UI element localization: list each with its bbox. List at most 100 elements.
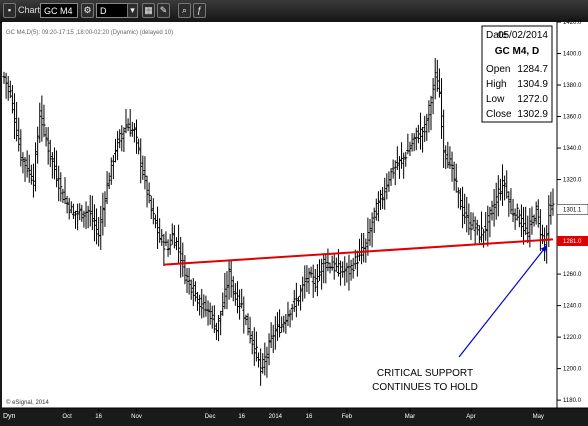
ohlc-bar — [80, 204, 84, 222]
info-title: GC M4, D — [495, 46, 539, 57]
ohlc-bar — [65, 195, 69, 214]
ohlc-bar — [164, 231, 168, 247]
ohlc-bar — [509, 188, 513, 214]
ohlc-bar — [351, 257, 355, 279]
ohlc-bar — [177, 224, 181, 264]
interval-dropdown-icon[interactable]: ▾ — [127, 3, 138, 18]
ohlc-bar — [326, 248, 330, 272]
ohlc-bar — [450, 151, 454, 182]
ohlc-bar — [339, 260, 343, 286]
ohlc-bar — [366, 217, 370, 256]
x-tick-label: Mar — [405, 414, 415, 420]
ohlc-bar — [294, 282, 298, 318]
ohlc-bar — [235, 281, 239, 314]
ohlc-bar — [511, 198, 515, 223]
ohlc-bar — [8, 80, 12, 99]
ohlc-bar — [296, 296, 300, 306]
ohlc-bar — [113, 138, 117, 163]
ohlc-bar — [494, 182, 498, 220]
settings-icon[interactable]: ▦ — [142, 3, 155, 18]
ohlc-bar — [198, 294, 202, 316]
ohlc-bar — [145, 175, 149, 208]
ohlc-bar — [267, 333, 271, 366]
last-value-box — [556, 204, 588, 215]
ohlc-bar — [313, 269, 317, 293]
symbol-input[interactable]: GC M4 — [40, 3, 78, 18]
y-tick-label: 1340.0 — [563, 146, 582, 152]
ohlc-bar — [233, 283, 237, 306]
ohlc-bar — [221, 292, 225, 316]
info-low-value: 1272.0 — [517, 94, 548, 105]
ohlc-bar — [6, 76, 10, 101]
ohlc-bar — [404, 151, 408, 167]
zoom-icon[interactable]: ⌕ — [178, 3, 191, 18]
annotation-text: CRITICAL SUPPORT CONTINUES TO HOLD — [372, 368, 478, 393]
ohlc-bar — [48, 139, 52, 168]
ohlc-bar — [496, 175, 500, 217]
ohlc-bar — [95, 208, 99, 245]
study-icon[interactable]: ƒ — [193, 3, 206, 18]
ohlc-bar — [484, 211, 488, 241]
support-trendline[interactable] — [163, 238, 554, 266]
ohlc-bar — [303, 265, 307, 299]
ohlc-bar — [109, 157, 113, 185]
ohlc-bar — [282, 315, 286, 333]
ohlc-bar — [156, 206, 160, 249]
x-tick-label: Nov — [131, 414, 142, 420]
info-close-value: 1302.9 — [517, 109, 548, 120]
ohlc-bar — [179, 236, 183, 278]
window-title: Chart — [18, 5, 41, 15]
y-tick-label: 1240.0 — [563, 304, 582, 310]
ohlc-bar — [151, 198, 155, 225]
ohlc-bar — [290, 303, 294, 321]
ohlc-bar — [15, 101, 19, 142]
ohlc-bar — [334, 257, 338, 272]
info-date-value: 05/02/2014 — [498, 30, 548, 41]
ohlc-bar — [311, 264, 315, 298]
ohlc-bar — [355, 250, 359, 277]
ohlc-bar — [36, 126, 40, 164]
toolbar: ▪ Chart GC M4 ⚙ D ▾ ▦ ✎ ⌕ ƒ — [0, 0, 588, 23]
ohlc-bar — [288, 309, 292, 328]
ohlc-bar — [69, 201, 73, 214]
ohlc-bar — [128, 108, 132, 137]
ohlc-bar — [103, 191, 107, 227]
ohlc-bar — [273, 316, 277, 350]
ohlc-bar — [78, 203, 82, 221]
ohlc-bar — [170, 223, 174, 245]
chart-app-icon[interactable]: ▪ — [3, 3, 16, 18]
ohlc-info-box: Date 05/02/2014 GC M4, D Open 1284.7 Hig… — [481, 25, 553, 123]
ohlc-bar — [547, 195, 551, 247]
chart-info-header: GC M4,D(5): 09:20-17:15 ,18:00-02:20 (Dy… — [6, 30, 173, 36]
ohlc-bar — [31, 163, 35, 198]
mode-label[interactable]: Dyn — [3, 413, 16, 420]
link-icon[interactable]: ⚙ — [81, 3, 94, 18]
ohlc-bar — [59, 172, 63, 202]
ohlc-bar — [90, 195, 94, 231]
ohlc-bar — [427, 100, 431, 133]
ohlc-bar — [372, 207, 376, 233]
x-tick-label: Apr — [466, 414, 475, 420]
ohlc-bar — [23, 156, 27, 182]
ohlc-bar — [505, 170, 509, 199]
ohlc-bar — [88, 195, 92, 227]
ohlc-bar — [34, 142, 38, 192]
x-tick-label: Dec — [205, 414, 216, 420]
ohlc-bar — [383, 177, 387, 210]
ohlc-bar — [391, 159, 395, 179]
ohlc-bar — [454, 163, 458, 193]
ohlc-bar — [231, 276, 235, 302]
y-tick-label: 1420.0 — [563, 20, 582, 26]
x-tick-label: Feb — [342, 414, 353, 420]
ohlc-bar — [160, 229, 164, 246]
ohlc-bar — [105, 171, 109, 205]
ohlc-bar — [141, 155, 145, 180]
draw-icon[interactable]: ✎ — [157, 3, 170, 18]
ohlc-bar — [442, 109, 446, 168]
ohlc-bar — [402, 152, 406, 179]
ohlc-bar — [397, 156, 401, 179]
ohlc-bar — [158, 218, 162, 243]
ohlc-bar — [63, 177, 67, 204]
ohlc-bar — [433, 58, 437, 100]
